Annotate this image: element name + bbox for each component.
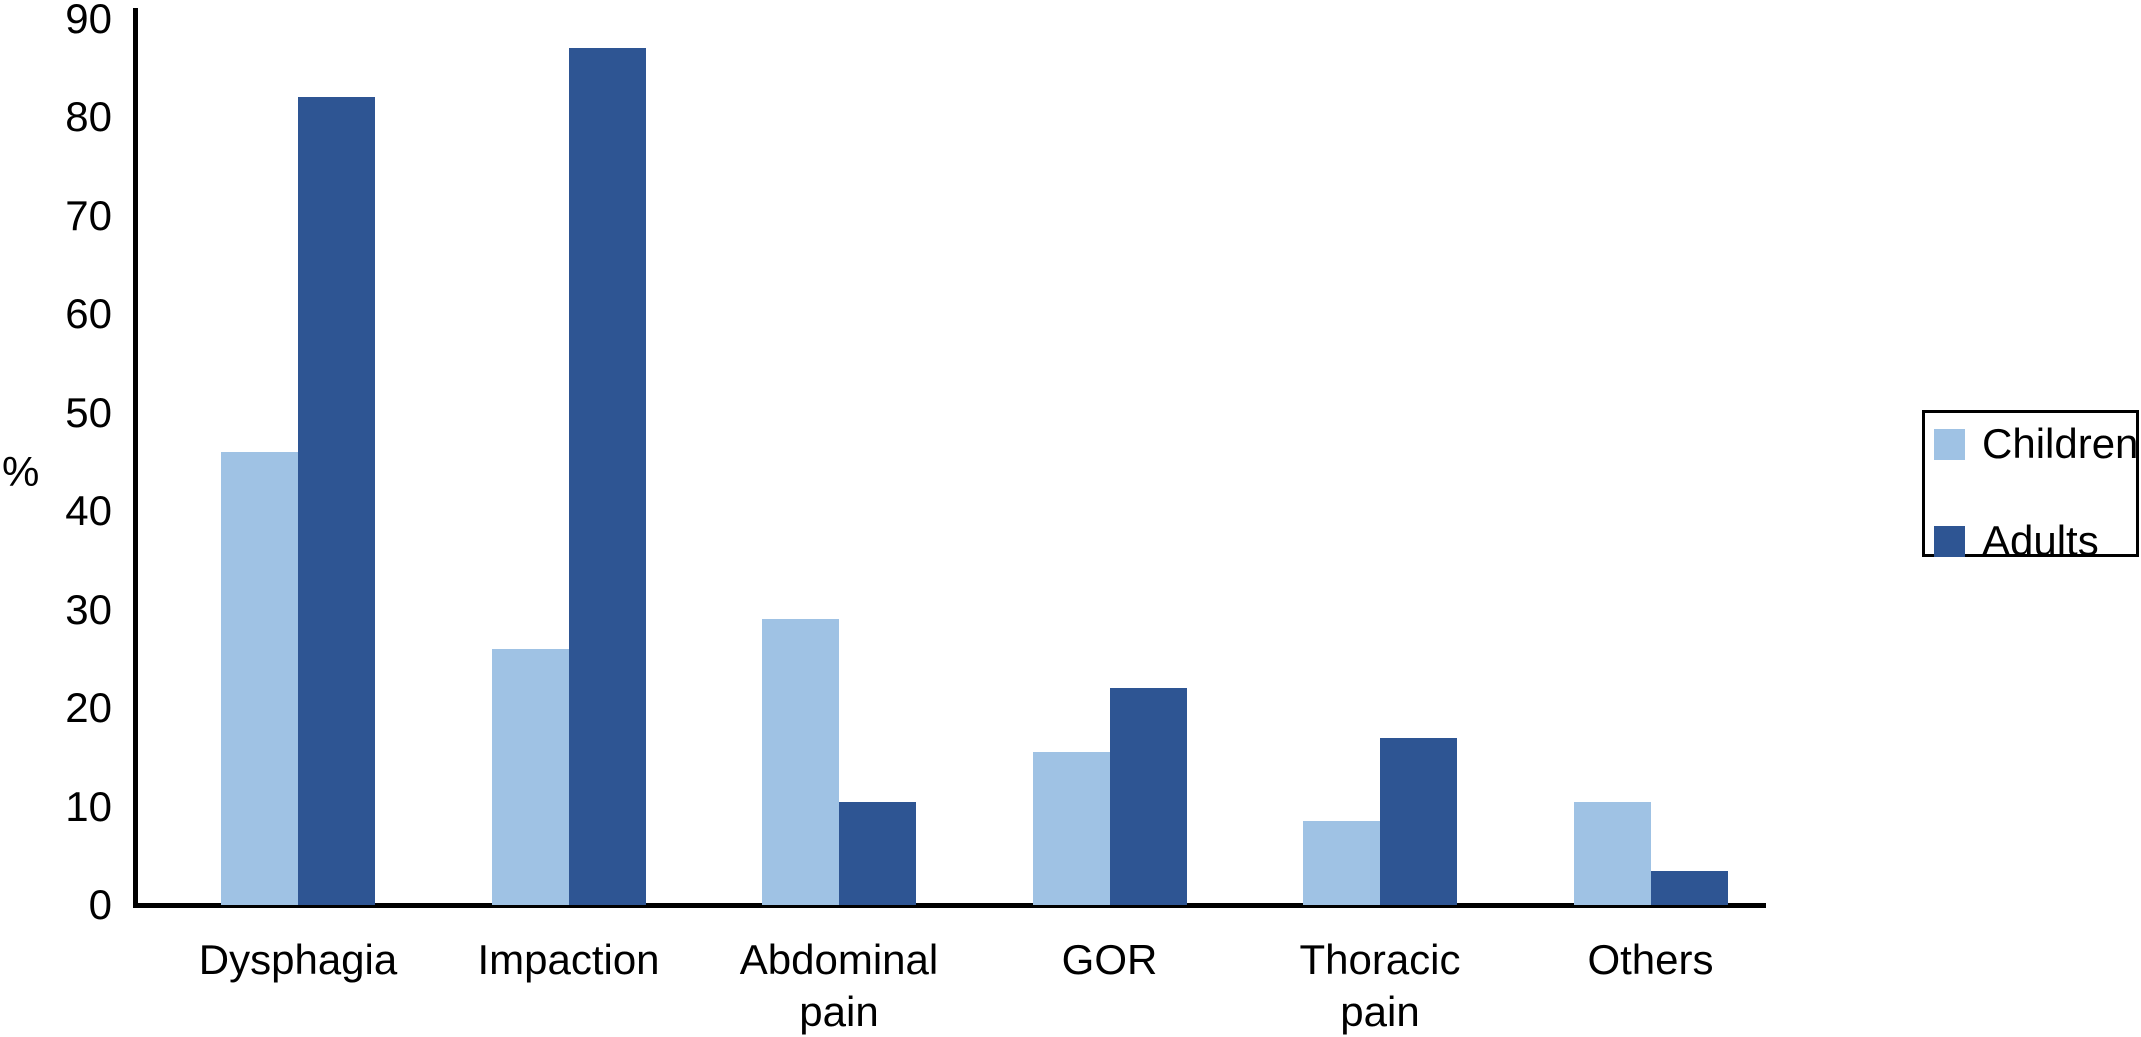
legend-swatch-children	[1934, 428, 1965, 460]
y-tick-label-50: 50	[65, 388, 112, 436]
y-tick-label-60: 60	[65, 290, 112, 337]
bar-children-others	[1573, 801, 1651, 905]
bar-adults-others	[1650, 870, 1728, 905]
category-label-thoracic: Thoracic pain	[1299, 936, 1461, 1035]
bar-children-gor	[1032, 752, 1110, 905]
y-tick-label-20: 20	[65, 684, 112, 731]
y-tick-label-10: 10	[65, 782, 112, 830]
category-label-impaction: Impaction	[477, 936, 660, 983]
y-tick-label-0: 0	[88, 881, 112, 928]
y-tick-label-70: 70	[65, 191, 112, 239]
bar-children-abdominal	[762, 619, 839, 905]
bar-adults-gor	[1109, 688, 1187, 905]
y-tick-label-90: 90	[65, 0, 112, 42]
bar-adults-thoracic	[1380, 737, 1457, 905]
legend-swatch-adults	[1934, 525, 1965, 557]
category-label-dysphagia: Dysphagia	[198, 936, 398, 983]
bar-children-thoracic	[1303, 821, 1380, 905]
bar-children-impaction	[491, 648, 569, 905]
y-tick-label-40: 40	[65, 487, 112, 534]
bar-adults-impaction	[568, 48, 646, 905]
legend-label-adults: Adults	[1982, 517, 2099, 564]
category-label-abdominal: Abdominal pain	[739, 936, 939, 1035]
bar-adults-abdominal	[839, 801, 916, 905]
legend-box: Children Adults	[1922, 410, 2139, 563]
x-axis-line	[133, 903, 1766, 908]
category-label-others: Others	[1587, 936, 1714, 983]
y-axis-line	[133, 8, 138, 907]
bar-children-dysphagia	[221, 451, 298, 905]
category-label-gor: GOR	[1061, 936, 1158, 983]
legend-item-children: Children	[1934, 422, 2138, 466]
y-tick-label-80: 80	[65, 93, 112, 140]
legend-label-children: Children	[1982, 420, 2139, 467]
legend-item-adults: Adults	[1934, 519, 2099, 563]
y-tick-label-30: 30	[65, 585, 112, 633]
y-axis-unit-label: %	[2, 448, 40, 495]
bar-adults-dysphagia	[298, 97, 375, 905]
